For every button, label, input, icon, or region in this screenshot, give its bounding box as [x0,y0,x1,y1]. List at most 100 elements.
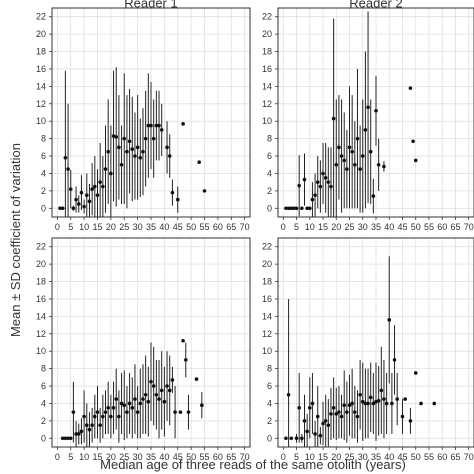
panel-border [277,7,474,218]
tick-label-x: 55 [200,452,210,462]
tick-label-y: 2 [267,186,272,196]
tick-label-y: 20 [36,29,46,39]
mean-point [315,414,320,419]
mean-point [154,392,159,397]
mean-point [127,401,132,406]
mean-point [323,176,328,180]
mean-point [318,433,323,438]
tick-label-x: 0 [55,452,60,462]
tick-label-x: 25 [345,222,355,232]
mean-point [71,206,76,211]
tick-label-x: 50 [411,222,421,232]
mean-point [411,139,415,144]
mean-point [165,145,169,150]
mean-point [337,145,341,150]
tick-label-x: 15 [318,222,328,232]
mean-point [109,414,113,419]
mean-point [339,154,344,158]
mean-point [138,155,143,160]
mean-point [71,410,76,414]
mean-point [366,105,370,110]
mean-point [76,432,81,436]
tick-label-x: 65 [226,222,236,232]
mean-point [151,136,156,141]
mean-point [82,204,86,209]
mean-point [286,206,291,211]
mean-point [292,206,296,211]
mean-point [95,410,100,414]
mean-point [151,384,156,388]
mean-point [93,184,97,189]
mean-point [98,180,102,184]
panel-strip-label: Reader 2 [349,0,402,11]
mean-point [117,414,121,419]
mean-point [167,154,172,158]
mean-point [101,184,105,189]
mean-point [93,414,97,419]
mean-point [143,136,148,141]
mean-point [339,414,344,419]
mean-point [117,145,121,150]
mean-point [146,399,151,404]
tick-label-x: 65 [226,452,236,462]
y-axis-label: Mean ± SD coefficient of variation [8,143,23,337]
tick-label-y: 16 [262,64,272,74]
mean-point [167,388,172,393]
mean-point [125,149,129,154]
tick-label-x: 70 [464,452,474,462]
mean-point [408,419,413,423]
mean-point [392,358,397,362]
mean-point [103,167,108,171]
tick-label-y: 0 [267,433,272,443]
tick-label-x: 5 [294,222,299,232]
mean-point [350,401,354,406]
mean-point [122,403,127,408]
mean-point [400,414,405,419]
mean-point [387,318,392,322]
mean-point [371,194,376,198]
panel-data [58,67,207,217]
mean-point [326,423,331,428]
mean-point [68,187,73,191]
mean-point [68,436,73,441]
tick-label-x: 0 [281,222,286,232]
tick-label-x: 35 [371,452,381,462]
tick-label-x: 70 [464,222,474,232]
panel-border [51,237,251,448]
tick-label-y: 2 [41,416,46,426]
tick-label-x: 45 [397,222,407,232]
tick-label-y: 20 [36,259,46,269]
tick-label-y: 14 [36,311,46,321]
mean-point [307,206,312,211]
mean-point [159,388,164,393]
tick-label-x: 50 [186,222,196,232]
mean-point [90,187,94,191]
mean-point [76,202,81,206]
tick-label-y: 8 [41,364,46,374]
mean-point [334,162,339,167]
tick-label-x: 70 [240,222,250,232]
mean-point [159,128,164,132]
mean-point [74,197,78,202]
tick-label-x: 55 [424,452,434,462]
mean-point [321,171,325,176]
mean-point [345,167,349,171]
tick-label-x: 40 [384,452,394,462]
tick-label-x: 60 [213,452,223,462]
tick-label-x: 0 [281,452,286,462]
tick-label-y: 6 [267,381,272,391]
mean-point [106,149,110,154]
mean-point [358,167,362,171]
tick-label-x: 10 [79,222,89,232]
tick-label-x: 0 [55,222,60,232]
mean-point [66,167,70,171]
mean-point [355,136,360,141]
tick-label-y: 14 [262,81,272,91]
mean-point [408,86,413,90]
mean-point [165,384,169,388]
mean-point [310,197,315,202]
tick-label-y: 0 [41,433,46,443]
tick-label-x: 45 [173,452,183,462]
